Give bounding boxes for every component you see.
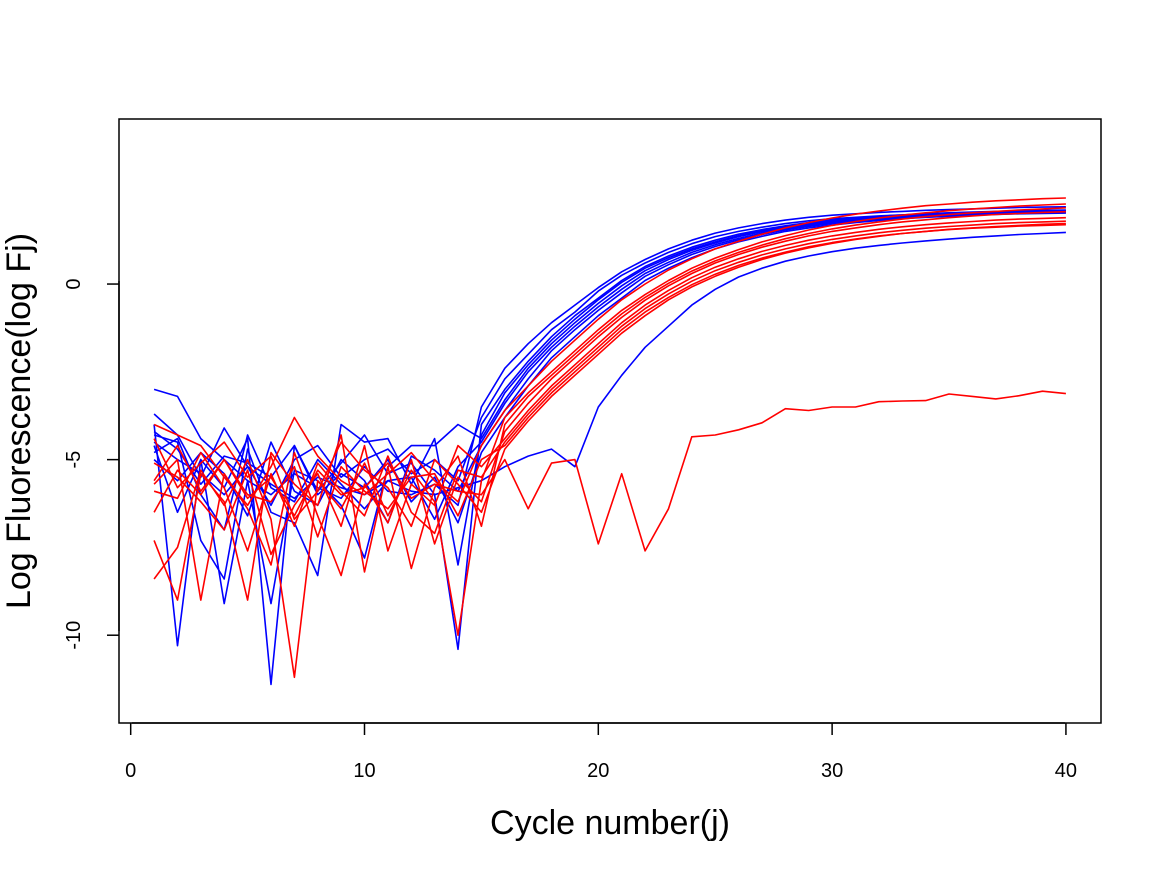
y-tick-label: -10 <box>63 621 85 650</box>
series-line-blue-outlier <box>153 231 1066 500</box>
series-line-blue-5 <box>153 210 1066 605</box>
series-layer <box>153 197 1066 686</box>
y-tick-label: 0 <box>63 278 85 289</box>
x-tick-label: 40 <box>1055 760 1077 782</box>
series-line-red-2 <box>153 203 1066 679</box>
series-line-red-3 <box>153 207 1066 601</box>
x-tick-label: 0 <box>125 760 136 782</box>
series-line-red-4 <box>153 210 1066 601</box>
series-line-red-6 <box>153 220 1066 552</box>
series-line-red-5 <box>153 216 1066 556</box>
x-ticks: 0 10 20 30 40 <box>125 723 1077 782</box>
series-line-red-outlier <box>153 390 1066 552</box>
series-line-blue-3 <box>153 209 1066 686</box>
x-axis-title: Cycle number(j) <box>490 804 730 842</box>
y-axis: 0 -5 -10 <box>63 278 120 650</box>
series-line-red-8 <box>153 222 1066 528</box>
y-axis-title: Log Fluorescence(log Fj) <box>0 233 38 609</box>
series-line-blue-1 <box>153 206 1066 507</box>
series-line-red-1 <box>153 197 1066 507</box>
series-line-blue-7 <box>153 211 1066 524</box>
y-ticks: 0 -5 -10 <box>63 278 119 650</box>
series-line-blue-2 <box>153 209 1066 507</box>
x-tick-label: 20 <box>587 760 609 782</box>
x-axis: 0 10 20 30 40 <box>125 722 1077 782</box>
x-tick-label: 30 <box>821 760 843 782</box>
x-tick-label: 10 <box>353 760 375 782</box>
series-line-blue-4 <box>153 209 1066 580</box>
y-tick-label: -5 <box>63 451 85 469</box>
